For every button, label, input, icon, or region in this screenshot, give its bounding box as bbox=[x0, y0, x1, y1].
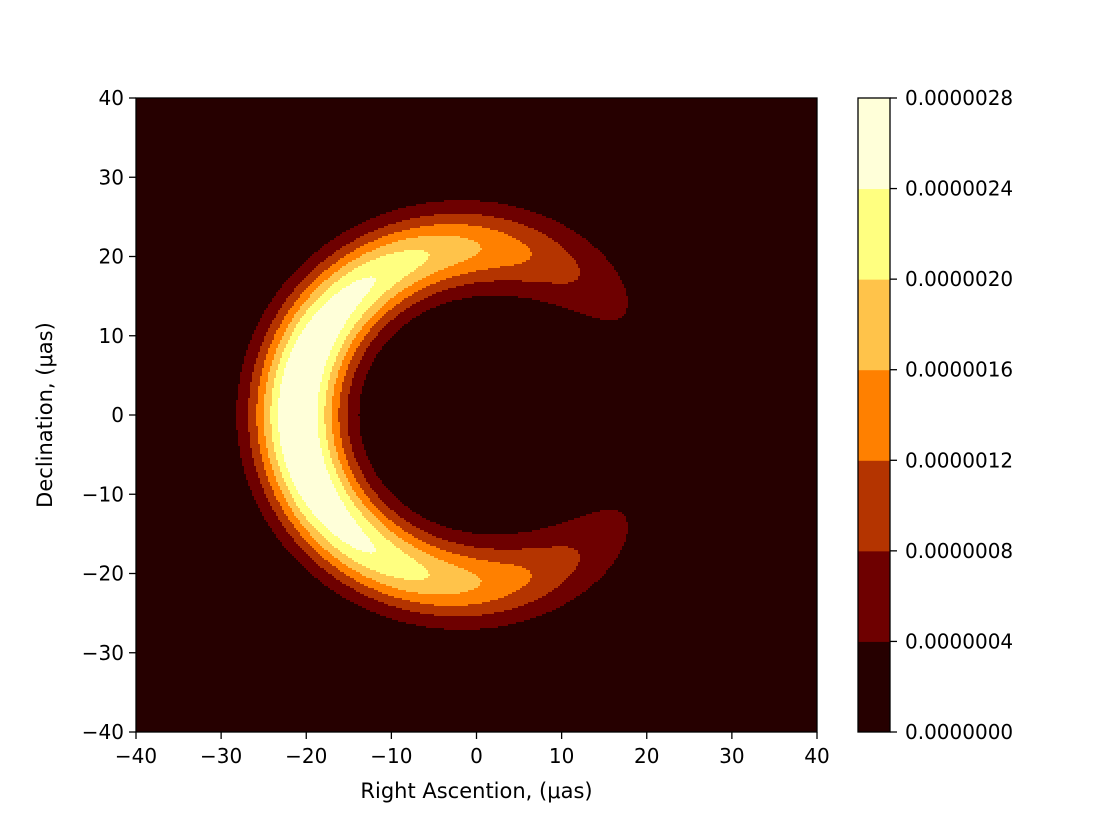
colorbar-segment bbox=[858, 641, 890, 733]
x-tick-label: 40 bbox=[804, 744, 829, 768]
colorbar-tick-label: 0.0000024 bbox=[905, 177, 1013, 201]
colorbar-tick-label: 0.0000012 bbox=[905, 448, 1013, 472]
colorbar-frame bbox=[857, 97, 891, 733]
colorbar-tick-label: 0.0000016 bbox=[905, 358, 1013, 382]
x-tick-label: 10 bbox=[549, 744, 574, 768]
colorbar-tick-label: 0.0000000 bbox=[905, 720, 1013, 744]
y-axis: −40 −30 −20 −10 0 10 20 30 40 bbox=[82, 86, 136, 744]
colorbar-segment bbox=[858, 98, 890, 190]
y-tick-label: 40 bbox=[99, 86, 124, 110]
x-axis-label: Right Ascention, (μas) bbox=[360, 779, 592, 803]
y-tick-label: −10 bbox=[82, 482, 124, 506]
x-axis: −40 −30 −20 −10 0 10 20 30 40 bbox=[115, 732, 830, 768]
x-tick-label: −10 bbox=[370, 744, 412, 768]
colorbar-ticks: 0.0000000 0.0000004 0.0000008 0.0000012 0.00… bbox=[890, 86, 1013, 744]
colorbar-segment bbox=[858, 369, 890, 461]
colorbar-segment bbox=[858, 188, 890, 280]
colorbar-segment bbox=[858, 460, 890, 552]
y-tick-label: 10 bbox=[99, 324, 124, 348]
colorbar-segment bbox=[858, 279, 890, 371]
y-tick-label: 0 bbox=[111, 403, 124, 427]
y-tick-label: −30 bbox=[82, 641, 124, 665]
x-tick-label: 30 bbox=[719, 744, 744, 768]
y-axis-label: Declination, (μas) bbox=[33, 322, 57, 508]
colorbar bbox=[858, 98, 890, 733]
x-tick-label: −40 bbox=[115, 744, 157, 768]
x-tick-label: −30 bbox=[200, 744, 242, 768]
y-tick-label: 30 bbox=[99, 165, 124, 189]
x-tick-label: 0 bbox=[470, 744, 483, 768]
y-tick-label: −40 bbox=[82, 720, 124, 744]
colorbar-tick-label: 0.0000008 bbox=[905, 539, 1013, 563]
colorbar-tick-label: 0.0000028 bbox=[905, 86, 1013, 110]
x-tick-label: 20 bbox=[634, 744, 659, 768]
y-tick-label: 20 bbox=[99, 245, 124, 269]
plot-area bbox=[135, 97, 818, 733]
contour-band bbox=[278, 276, 376, 554]
colorbar-tick-label: 0.0000004 bbox=[905, 629, 1013, 653]
colorbar-tick-label: 0.0000020 bbox=[905, 267, 1013, 291]
x-tick-label: −20 bbox=[285, 744, 327, 768]
contour-bands bbox=[236, 200, 628, 630]
colorbar-segment bbox=[858, 550, 890, 642]
y-tick-label: −20 bbox=[82, 562, 124, 586]
